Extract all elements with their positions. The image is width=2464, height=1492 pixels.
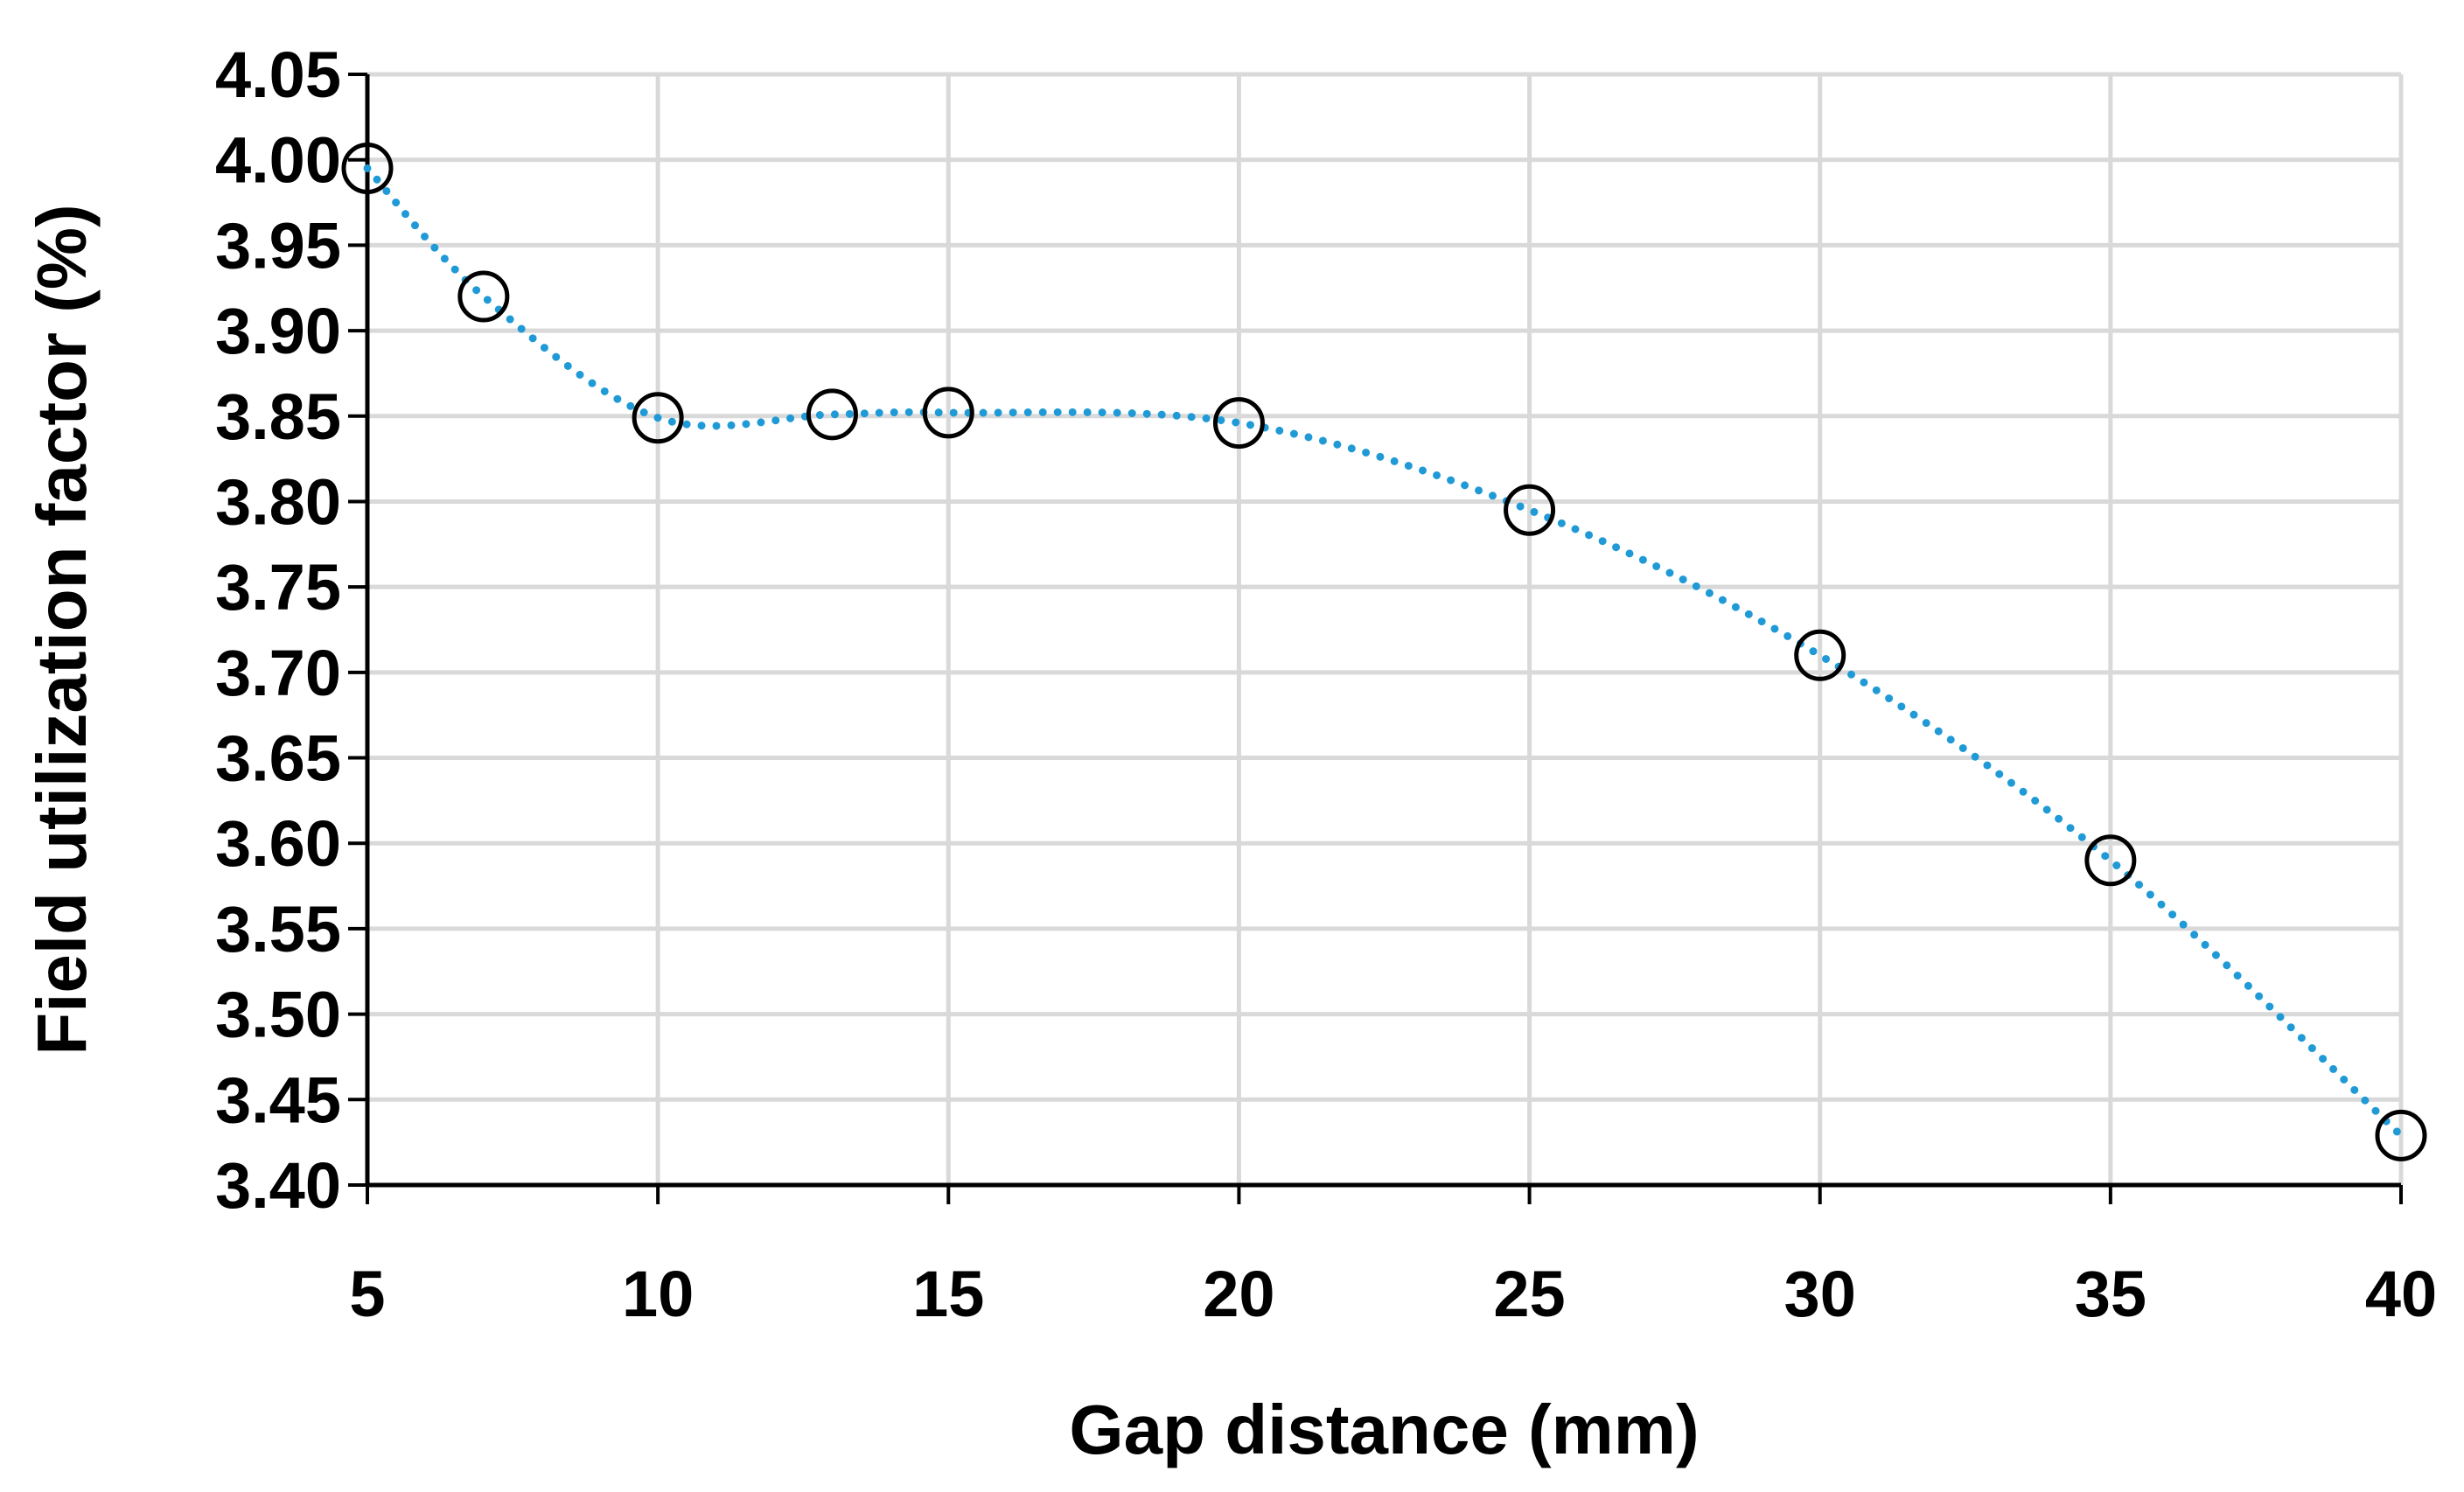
y-tick-label: 3.95 <box>215 209 341 282</box>
data-points <box>341 142 2427 1161</box>
y-tick-label: 3.75 <box>215 551 341 624</box>
x-tick-label: 25 <box>1493 1258 1565 1330</box>
y-tick-label: 3.50 <box>215 979 341 1051</box>
data-point <box>1504 484 1556 536</box>
x-tick-label: 35 <box>2075 1258 2146 1330</box>
data-point <box>632 392 684 444</box>
x-tick-label: 15 <box>912 1258 984 1330</box>
y-tick-label: 3.65 <box>215 722 341 795</box>
y-tick-label: 3.45 <box>215 1063 341 1136</box>
grid-lines <box>365 72 2404 1188</box>
data-point <box>2375 1109 2427 1161</box>
data-point <box>341 142 394 194</box>
x-tick-label: 40 <box>2365 1258 2437 1330</box>
x-tick-label: 20 <box>1203 1258 1274 1330</box>
y-tick-label: 3.85 <box>215 380 341 453</box>
x-tick-label: 10 <box>622 1258 694 1330</box>
x-tick-label: 5 <box>349 1258 385 1330</box>
x-axis-ticks: 5 10 15 20 25 30 35 40 <box>349 1185 2437 1330</box>
data-point <box>1212 397 1265 450</box>
data-point <box>1794 629 1846 681</box>
y-tick-label: 3.55 <box>215 893 341 966</box>
y-tick-label: 3.60 <box>215 807 341 880</box>
data-point <box>806 388 858 441</box>
data-point <box>2084 834 2137 887</box>
data-point <box>922 387 974 439</box>
x-tick-label: 30 <box>1784 1258 1856 1330</box>
y-tick-label: 3.70 <box>215 637 341 709</box>
y-axis-ticks: 3.40 3.45 3.50 3.55 3.60 3.65 3.70 3.75 3.80 3.85… <box>215 38 367 1222</box>
y-tick-label: 3.40 <box>215 1149 341 1222</box>
data-point <box>457 270 510 323</box>
trendline <box>363 164 2405 1140</box>
y-axis-title: Field utilization factor (%) <box>23 204 101 1055</box>
y-tick-label: 3.90 <box>215 295 341 367</box>
y-tick-label: 4.05 <box>215 38 341 111</box>
y-tick-label: 3.80 <box>215 465 341 538</box>
y-tick-label: 4.00 <box>215 124 341 197</box>
plot-frame <box>365 74 2404 1188</box>
x-axis-title: Gap distance (mm) <box>1069 1391 1699 1468</box>
